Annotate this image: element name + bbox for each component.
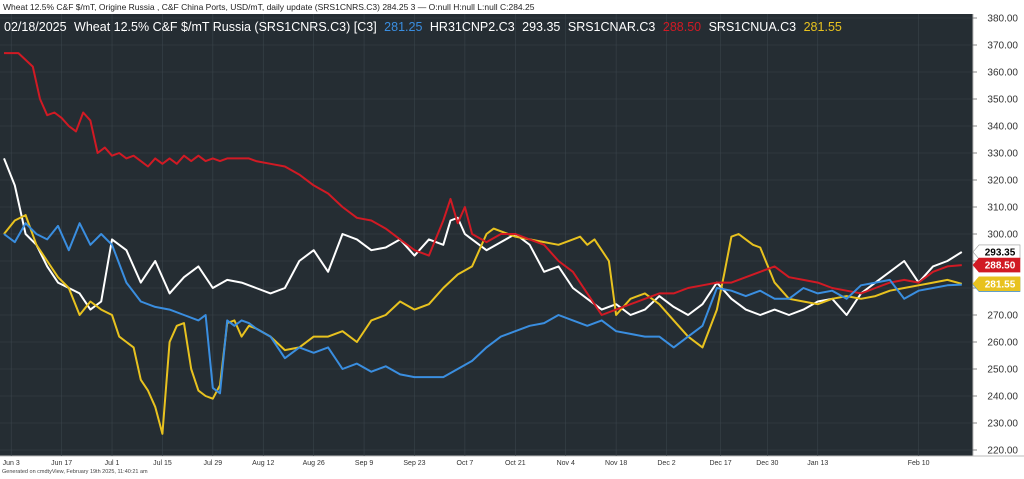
legend-ukraine-value: 281.55: [804, 20, 842, 34]
y-tick-label: 370.00: [987, 41, 1018, 52]
x-tick-label: Jul 1: [105, 460, 120, 467]
pill-shape: [972, 276, 1021, 292]
legend: 02/18/2025 Wheat 12.5% C&F $/mT Russia (…: [4, 20, 842, 34]
legend-argentina-name: SRS1CNAR.C3: [568, 20, 656, 34]
grid-lines: [0, 14, 973, 456]
x-tick-label: Sep 23: [403, 460, 425, 467]
y-tick-label: 240.00: [987, 392, 1018, 403]
x-tick-label: Dec 17: [709, 460, 731, 467]
last-value-pill-SRS1CNUA.C3: 281.55: [972, 276, 1021, 292]
y-tick-label: 330.00: [987, 149, 1018, 160]
pill-value: 288.50: [985, 261, 1016, 272]
y-tick-label: 220.00: [987, 446, 1018, 457]
last-value-pill-HR31CNP2.C3: 293.35: [972, 244, 1021, 260]
x-tick-label: Jul 15: [153, 460, 172, 467]
series-line-HR31CNP2.C3: [3, 158, 963, 316]
x-tick-label: Oct 21: [505, 460, 526, 467]
y-tick-label: 380.00: [987, 14, 1018, 25]
y-tick-label: 350.00: [987, 95, 1018, 106]
legend-title: Wheat 12.5% C&F $/mT Russia (SRS1CNRS.C3…: [74, 20, 377, 34]
last-value-pill-SRS1CNAR.C3: 288.50: [972, 257, 1021, 273]
x-axis-ticks: Jun 3 Jun 17 Jul 1 Jul 15 Jul 29 Aug 12 Aug 26…: [3, 460, 930, 467]
legend-date: 02/18/2025: [4, 20, 67, 34]
series-lines: [3, 52, 963, 435]
pill-shape: [972, 257, 1021, 273]
series-line-SRS1CNAR.C3: [4, 52, 962, 316]
series-line-SRS1CNUA.C3: [3, 214, 963, 435]
x-tick-label: Sep 9: [355, 460, 373, 467]
x-tick-label: Feb 10: [908, 460, 930, 467]
y-tick-label: 340.00: [987, 122, 1018, 133]
y-axis-panel: [973, 14, 1024, 456]
legend-hr31-name: HR31CNP2.C3: [430, 20, 515, 34]
y-tick-label: 300.00: [987, 230, 1018, 241]
x-tick-label: Aug 26: [303, 460, 325, 467]
x-tick-label: Nov 18: [605, 460, 627, 467]
y-tick-label: 360.00: [987, 68, 1018, 79]
y-tick-label: 270.00: [987, 311, 1018, 322]
y-tick-label: 230.00: [987, 419, 1018, 430]
y-tick-label: 310.00: [987, 203, 1018, 214]
footer-note: Generated on cmdtyView, February 19th 20…: [2, 469, 148, 475]
x-tick-label: Dec 30: [756, 460, 778, 467]
header-info: Wheat 12.5% C&F $/mT, Origine Russia , C…: [3, 2, 535, 12]
legend-hr31-value: 293.35: [522, 20, 560, 34]
legend-ukraine-name: SRS1CNUA.C3: [709, 20, 797, 34]
x-tick-label: Nov 4: [557, 460, 575, 467]
x-tick-label: Jul 29: [203, 460, 222, 467]
y-tick-label: 260.00: [987, 338, 1018, 349]
legend-argentina-value: 288.50: [663, 20, 701, 34]
x-tick-label: Oct 7: [457, 460, 474, 467]
x-tick-label: Jun 17: [51, 460, 72, 467]
y-tick-label: 250.00: [987, 365, 1018, 376]
series-line-SRS1CNRS.C3: [3, 222, 962, 395]
pill-value: 293.35: [985, 248, 1016, 259]
pill-value: 281.55: [985, 279, 1016, 290]
y-tick-label: 320.00: [987, 176, 1018, 187]
legend-russia-value: 281.25: [384, 20, 422, 34]
x-tick-label: Dec 2: [657, 460, 675, 467]
x-tick-label: Jan 13: [807, 460, 828, 467]
pill-shape: [972, 244, 1021, 260]
x-tick-label: Aug 12: [252, 460, 274, 467]
x-tick-label: Jun 3: [3, 460, 20, 467]
